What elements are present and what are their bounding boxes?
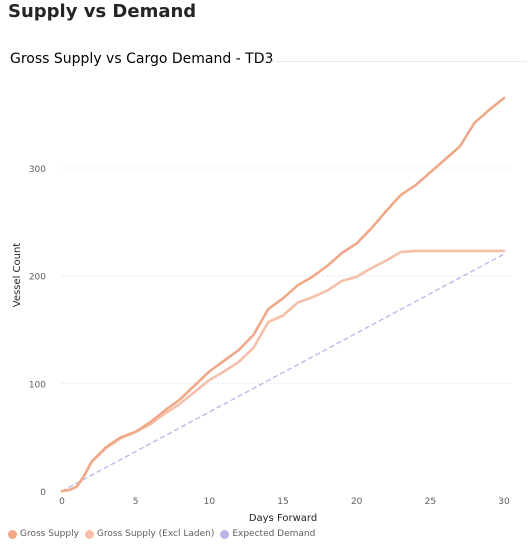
legend-label: Gross Supply (Excl Laden)	[96, 529, 215, 539]
x-tick-label: 25	[425, 497, 436, 507]
legend-marker-icon	[8, 529, 17, 539]
legend-marker-icon	[84, 529, 94, 539]
x-tick-label: 0	[59, 497, 65, 507]
y-tick-label: 300	[29, 165, 46, 175]
x-tick-label: 10	[204, 497, 216, 507]
legend-marker-icon	[220, 529, 230, 539]
page-title: Supply vs Demand	[8, 1, 197, 22]
legend-item[interactable]: Expected Demand	[220, 529, 315, 539]
legend-label: Gross Supply	[20, 529, 79, 539]
y-tick-label: 200	[29, 273, 46, 283]
x-axis-title: Days Forward	[249, 513, 317, 524]
line-chart: 0 100 200 300 0 5 10 15 20 25 30 Days Forward Vessel…	[12, 96, 512, 524]
x-tick-label: 15	[277, 497, 288, 507]
x-tick-label: 20	[351, 497, 363, 507]
y-axis-title: Vessel Count	[12, 243, 23, 308]
title-divider	[262, 61, 526, 62]
y-tick-label: 0	[40, 488, 46, 498]
chart-legend: Gross Supply Gross Supply (Excl Laden) Exp…	[8, 529, 321, 539]
x-tick-label: 5	[133, 497, 139, 507]
chart-title: Gross Supply vs Cargo Demand - TD3	[10, 51, 274, 67]
legend-label: Expected Demand	[232, 529, 316, 539]
legend-item[interactable]: Gross Supply (Excl Laden)	[84, 529, 215, 539]
series-line-expected-demand	[61, 253, 505, 492]
legend-item[interactable]: Gross Supply	[8, 529, 79, 539]
y-tick-label: 100	[29, 380, 46, 390]
series-line-gross-supply	[60, 96, 506, 493]
x-tick-label: 30	[498, 497, 510, 507]
